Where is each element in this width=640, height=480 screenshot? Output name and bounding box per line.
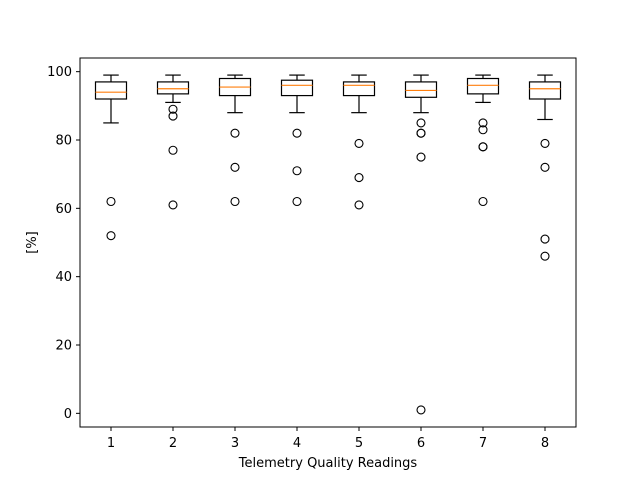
iqr-box bbox=[528, 81, 562, 100]
plot-frame bbox=[79, 57, 577, 428]
y-tick-label: 100 bbox=[47, 65, 72, 80]
outlier-point bbox=[292, 166, 302, 176]
outlier-point bbox=[292, 196, 302, 207]
outlier-point bbox=[416, 152, 426, 162]
outlier-point bbox=[540, 251, 550, 261]
box-group-1 bbox=[94, 74, 128, 241]
iqr-box bbox=[280, 79, 314, 97]
outlier-point bbox=[416, 128, 426, 138]
outlier-point bbox=[416, 405, 426, 415]
outlier-point bbox=[106, 231, 116, 241]
box-group-8 bbox=[528, 74, 562, 261]
y-tick-label: 0 bbox=[64, 407, 72, 422]
outlier-point bbox=[540, 138, 550, 148]
x-tick-label: 1 bbox=[107, 436, 115, 451]
outlier-point bbox=[540, 234, 550, 244]
outlier-point bbox=[230, 128, 240, 138]
box-group-2 bbox=[156, 74, 190, 210]
y-tick-label: 80 bbox=[55, 134, 72, 149]
x-tick-label: 5 bbox=[355, 436, 363, 451]
x-tick-label: 7 bbox=[479, 436, 487, 451]
outlier-point bbox=[354, 138, 364, 148]
x-tick-label: 6 bbox=[417, 436, 425, 451]
x-tick-label: 2 bbox=[169, 436, 177, 451]
x-tick-label: 8 bbox=[541, 436, 549, 451]
y-tick-label: 60 bbox=[55, 202, 72, 217]
box-group-6 bbox=[404, 74, 438, 415]
outlier-point bbox=[416, 118, 426, 128]
x-axis-label: Telemetry Quality Readings bbox=[238, 456, 418, 471]
iqr-box bbox=[342, 81, 376, 97]
outlier-point bbox=[292, 128, 302, 138]
outlier-point bbox=[354, 173, 364, 183]
outlier-point bbox=[168, 111, 178, 121]
iqr-box bbox=[404, 81, 438, 98]
outlier-point bbox=[168, 145, 178, 155]
outlier-point bbox=[478, 196, 488, 207]
outlier-point bbox=[168, 104, 178, 114]
iqr-box bbox=[156, 81, 190, 95]
y-tick-label: 20 bbox=[55, 339, 72, 354]
iqr-box bbox=[466, 77, 500, 95]
x-tick-label: 3 bbox=[231, 436, 239, 451]
outlier-point bbox=[478, 125, 488, 135]
box-group-7 bbox=[466, 74, 500, 207]
y-axis-label: [%] bbox=[25, 231, 40, 254]
outlier-point bbox=[230, 162, 240, 172]
outlier-point bbox=[168, 200, 178, 210]
outlier-point bbox=[540, 162, 550, 172]
outlier-point bbox=[106, 196, 116, 207]
y-tick-label: 40 bbox=[55, 270, 72, 285]
box-group-5 bbox=[342, 74, 376, 210]
outlier-point bbox=[354, 200, 364, 210]
outlier-point bbox=[230, 196, 240, 207]
outlier-point bbox=[478, 118, 488, 128]
outlier-point bbox=[478, 142, 488, 152]
boxes-layer bbox=[94, 74, 562, 415]
box-group-3 bbox=[218, 74, 252, 207]
iqr-box bbox=[94, 81, 128, 100]
x-tick-label: 4 bbox=[293, 436, 301, 451]
box-group-4 bbox=[280, 74, 314, 207]
